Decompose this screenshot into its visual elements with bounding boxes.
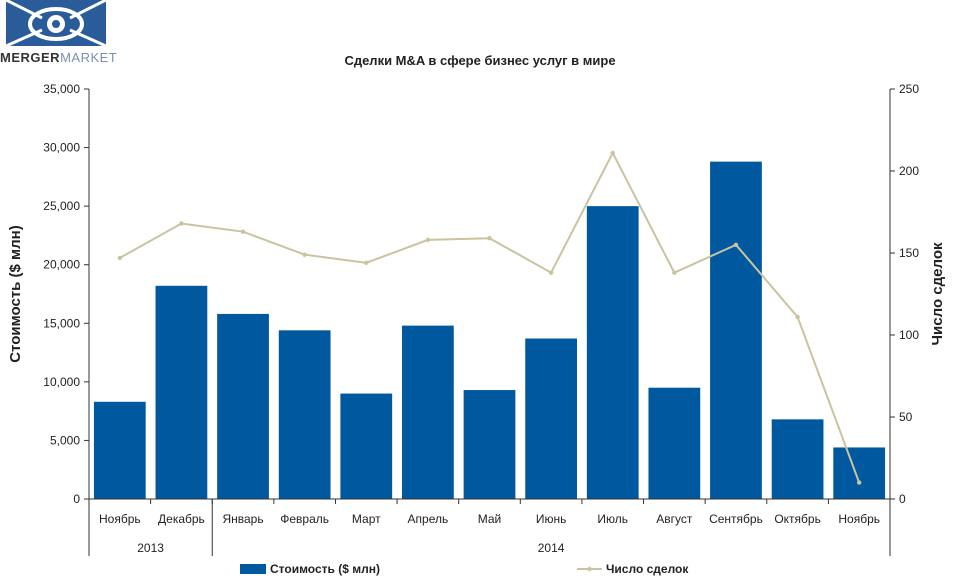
y2-tick-label-4: 200 xyxy=(899,164,919,178)
x-tick-label-2: Январь xyxy=(222,512,263,526)
bar-10 xyxy=(710,161,762,499)
deals-point-0 xyxy=(117,255,123,261)
legend-bar-swatch xyxy=(240,564,266,574)
deals-point-10 xyxy=(733,242,739,247)
x-tick-label-0: Ноябрь xyxy=(99,512,141,526)
bar-7 xyxy=(525,338,577,499)
deals-point-4 xyxy=(364,260,369,266)
y2-tick-label-0: 0 xyxy=(899,492,906,506)
deals-point-3 xyxy=(302,252,307,257)
deals-point-5 xyxy=(425,237,431,243)
y2-tick-label-5: 250 xyxy=(899,82,919,96)
deals-point-11 xyxy=(795,314,800,320)
logo-wordmark: MERGERMARKET xyxy=(0,50,117,65)
y-tick-label-0: 0 xyxy=(73,492,80,506)
x-tick-label-1: Декабрь xyxy=(158,512,205,526)
deals-point-7 xyxy=(548,270,554,275)
eye-logo-icon xyxy=(5,0,107,48)
y2-tick-label-2: 100 xyxy=(899,328,919,342)
bar-6 xyxy=(463,390,516,499)
x-tick-label-10: Сентябрь xyxy=(709,512,763,526)
deals-point-8 xyxy=(610,150,615,156)
x-tick-label-3: Февраль xyxy=(280,512,329,526)
x-tick-label-12: Ноябрь xyxy=(838,512,880,526)
legend-line-label: Число сделок xyxy=(606,562,689,576)
y-axis-title: Стоимость ($ млн) xyxy=(7,225,24,363)
year-label-0: 2013 xyxy=(137,541,164,555)
deals-point-6 xyxy=(487,236,492,241)
bar-0 xyxy=(93,401,146,499)
y2-tick-label-1: 50 xyxy=(899,410,913,424)
y-tick-label-2: 10,000 xyxy=(43,375,80,389)
legend-bar-label: Стоимость ($ млн) xyxy=(270,562,380,576)
x-tick-label-6: Май xyxy=(478,512,502,526)
bar-8 xyxy=(586,206,639,499)
deals-point-2 xyxy=(240,229,246,234)
x-tick-label-5: Апрель xyxy=(408,512,449,526)
bar-2 xyxy=(217,313,269,499)
y2-axis-title: Число сделок xyxy=(929,242,946,345)
chart-legend: Стоимость ($ млн) Число сделок xyxy=(240,562,689,576)
y2-tick-label-3: 150 xyxy=(899,246,919,260)
deals-point-1 xyxy=(179,221,184,226)
bar-4 xyxy=(340,393,393,499)
x-tick-label-4: Март xyxy=(352,512,381,526)
year-label-1: 2014 xyxy=(538,541,565,555)
bar-5 xyxy=(402,325,454,499)
bar-1 xyxy=(155,285,208,499)
deals-point-9 xyxy=(672,270,677,275)
y-tick-label-3: 15,000 xyxy=(43,316,80,330)
mergermarket-logo: MERGERMARKET xyxy=(0,0,117,70)
bar-12 xyxy=(833,447,886,499)
x-tick-label-9: Август xyxy=(656,512,693,526)
y-tick-label-7: 35,000 xyxy=(43,82,80,96)
y-tick-label-1: 5,000 xyxy=(50,433,80,447)
y-tick-label-4: 20,000 xyxy=(43,258,80,272)
logo-word-market: MARKET xyxy=(60,50,118,65)
deals-point-12 xyxy=(856,480,862,485)
legend-line-marker xyxy=(587,566,592,572)
y-tick-label-5: 25,000 xyxy=(43,199,80,213)
logo-word-merger: MERGER xyxy=(0,50,61,65)
bar-11 xyxy=(771,419,824,499)
x-tick-label-7: Июнь xyxy=(536,512,567,526)
bar-3 xyxy=(278,330,331,499)
bar-9 xyxy=(648,387,701,499)
x-tick-label-11: Октябрь xyxy=(774,512,821,526)
x-tick-label-8: Июль xyxy=(597,512,628,526)
chart-title: Сделки M&A в сфере бизнес услуг в мире xyxy=(344,53,615,68)
y-tick-label-6: 30,000 xyxy=(43,141,80,155)
